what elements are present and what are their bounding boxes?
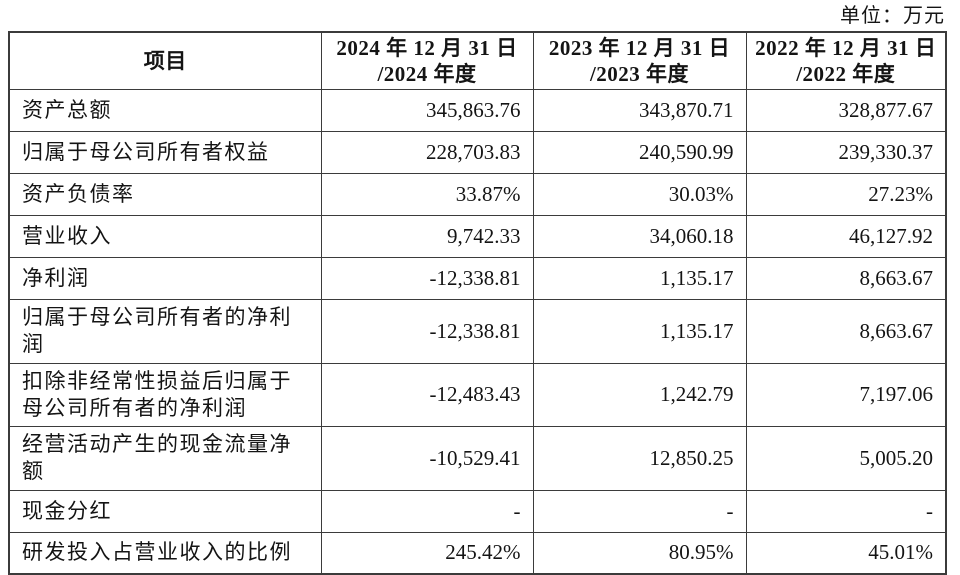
cell-value: 8,663.67 — [745, 257, 947, 300]
cell-value: -12,483.43 — [320, 362, 534, 428]
cell-value: 45.01% — [745, 531, 947, 575]
cell-value: 80.95% — [532, 531, 747, 575]
cell-value: -12,338.81 — [320, 257, 534, 300]
header-cell-2023: 2023 年 12 月 31 日 /2023 年度 — [532, 31, 747, 90]
cell-value: 228,703.83 — [320, 131, 534, 174]
cell-value: -12,338.81 — [320, 299, 534, 364]
cell-value: 343,870.71 — [532, 89, 747, 132]
table-row-parent-equity: 归属于母公司所有者权益 228,703.83 240,590.99 239,33… — [8, 131, 947, 174]
table-row-operating-cash-flow: 经营活动产生的现金流量净额 -10,529.41 12,850.25 5,005… — [8, 426, 947, 491]
header-cell-2024: 2024 年 12 月 31 日 /2024 年度 — [320, 31, 534, 90]
cell-value: 245.42% — [320, 531, 534, 575]
cell-value: 12,850.25 — [532, 426, 747, 491]
cell-value: - — [745, 489, 947, 533]
header-cell-2022: 2022 年 12 月 31 日 /2022 年度 — [745, 31, 947, 90]
table-row-deducted-net-profit: 扣除非经常性损益后归属于母公司所有者的净利润 -12,483.43 1,242.… — [8, 362, 947, 428]
cell-value: 27.23% — [745, 173, 947, 216]
cell-value: -10,529.41 — [320, 426, 534, 491]
row-label: 经营活动产生的现金流量净额 — [8, 426, 322, 491]
document-page: 单位：万元 项目 2024 年 12 月 31 日 /2024 年度 2023 … — [8, 5, 947, 575]
header-cell-item: 项目 — [8, 31, 322, 90]
table-row-debt-ratio: 资产负债率 33.87% 30.03% 27.23% — [8, 173, 947, 216]
cell-value: 7,197.06 — [745, 362, 947, 428]
cell-value: 1,242.79 — [532, 362, 747, 428]
table-row-revenue: 营业收入 9,742.33 34,060.18 46,127.92 — [8, 215, 947, 258]
row-label: 营业收入 — [8, 215, 322, 258]
table-header: 项目 2024 年 12 月 31 日 /2024 年度 2023 年 12 月… — [8, 31, 947, 90]
cell-value: 239,330.37 — [745, 131, 947, 174]
cell-value: 240,590.99 — [532, 131, 747, 174]
table-row-parent-net-profit: 归属于母公司所有者的净利润 -12,338.81 1,135.17 8,663.… — [8, 299, 947, 364]
row-label: 归属于母公司所有者权益 — [8, 131, 322, 174]
cell-value: 46,127.92 — [745, 215, 947, 258]
table-row-net-profit: 净利润 -12,338.81 1,135.17 8,663.67 — [8, 257, 947, 300]
header-row: 项目 2024 年 12 月 31 日 /2024 年度 2023 年 12 月… — [8, 31, 947, 90]
table-row-total-assets: 资产总额 345,863.76 343,870.71 328,877.67 — [8, 89, 947, 132]
row-label: 研发投入占营业收入的比例 — [8, 531, 322, 575]
table-row-rd-ratio: 研发投入占营业收入的比例 245.42% 80.95% 45.01% — [8, 531, 947, 575]
row-label: 净利润 — [8, 257, 322, 300]
cell-value: 1,135.17 — [532, 299, 747, 364]
cell-value: 33.87% — [320, 173, 534, 216]
row-label: 资产总额 — [8, 89, 322, 132]
financial-summary-table: 项目 2024 年 12 月 31 日 /2024 年度 2023 年 12 月… — [8, 31, 947, 575]
cell-value: 8,663.67 — [745, 299, 947, 364]
cell-value: 34,060.18 — [532, 215, 747, 258]
cell-value: 5,005.20 — [745, 426, 947, 491]
cell-value: 1,135.17 — [532, 257, 747, 300]
cell-value: 30.03% — [532, 173, 747, 216]
cell-value: 345,863.76 — [320, 89, 534, 132]
unit-label: 单位：万元 — [840, 5, 945, 27]
cell-value: 328,877.67 — [745, 89, 947, 132]
row-label: 扣除非经常性损益后归属于母公司所有者的净利润 — [8, 362, 322, 428]
row-label: 归属于母公司所有者的净利润 — [8, 299, 322, 364]
row-label: 资产负债率 — [8, 173, 322, 216]
table-body: 资产总额 345,863.76 343,870.71 328,877.67 归属… — [8, 89, 947, 575]
cell-value: 9,742.33 — [320, 215, 534, 258]
